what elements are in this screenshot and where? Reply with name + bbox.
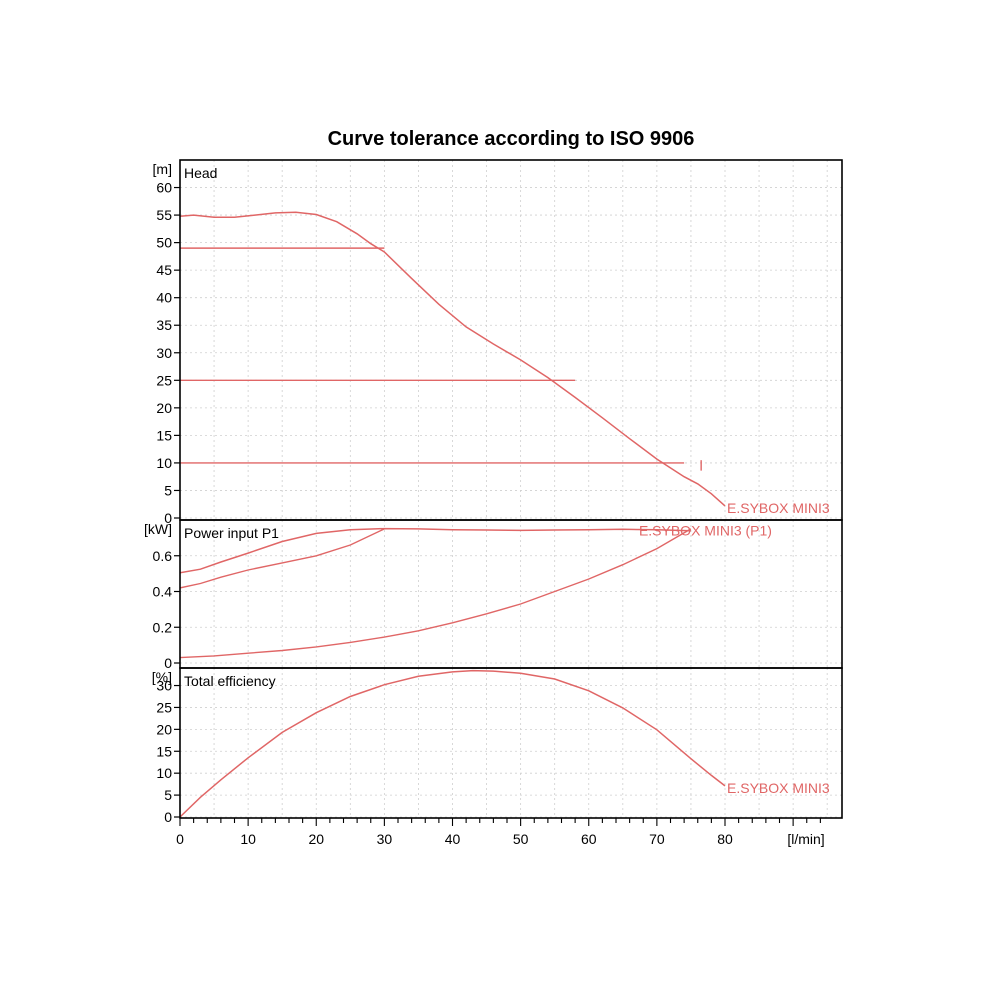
head-y-tick-label: 60 — [156, 180, 172, 196]
label-layer: Head E.SYBOX MINI3 Power input P1 E.SYBOX M… — [184, 165, 830, 796]
head-series-line — [180, 211, 726, 507]
x-tick-label: 40 — [445, 831, 461, 847]
efficiency-series-label: E.SYBOX MINI3 — [727, 780, 830, 796]
head-y-tick-label: 50 — [156, 235, 172, 251]
chart-title: Curve tolerance according to ISO 9906 — [327, 128, 695, 150]
head-y-tick-label: 30 — [156, 345, 172, 361]
x-tick-label: 80 — [717, 831, 733, 847]
power-y-tick-label: 0.6 — [153, 548, 173, 564]
efficiency-y-tick-label: 5 — [164, 787, 172, 803]
x-tick-label: 20 — [308, 831, 324, 847]
head-panel-label: Head — [184, 165, 217, 181]
x-tick-label: 60 — [581, 831, 597, 847]
head-y-tick-label: 40 — [156, 290, 172, 306]
power-tolerance-curve — [180, 528, 692, 659]
head-y-tick-label: 45 — [156, 262, 172, 278]
axis-layer: 051015202530354045505560[m]00.20.40.6[kW… — [144, 161, 825, 847]
head-series-label: E.SYBOX MINI3 — [727, 500, 830, 516]
curve-layer — [180, 211, 726, 818]
power-y-unit: [kW] — [144, 521, 172, 537]
efficiency-curves — [180, 669, 726, 818]
head-frame — [179, 159, 843, 521]
head-y-tick-label: 25 — [156, 372, 172, 388]
power-curves — [180, 527, 692, 659]
x-tick-label: 10 — [240, 831, 256, 847]
head-y-tick-label: 20 — [156, 400, 172, 416]
efficiency-y-tick-label: 10 — [156, 765, 172, 781]
efficiency-y-tick-label: 20 — [156, 721, 172, 737]
power-y-tick-label: 0.2 — [153, 619, 173, 635]
grid-layer — [179, 160, 842, 818]
efficiency-y-tick-label: 30 — [156, 678, 172, 694]
x-tick-label: 0 — [176, 831, 184, 847]
head-y-tick-label: 55 — [156, 207, 172, 223]
x-tick-label: 30 — [377, 831, 393, 847]
efficiency-y-unit: [%] — [152, 669, 172, 685]
head-y-tick-label: 15 — [156, 427, 172, 443]
x-tick-label: 50 — [513, 831, 529, 847]
head-y-tick-label: 0 — [164, 510, 172, 526]
frame-layer — [179, 159, 843, 819]
power-series-line — [180, 527, 691, 574]
power-panel-label: Power input P1 — [184, 525, 279, 541]
power-y-tick-label: 0.4 — [153, 584, 173, 600]
x-tick-label: 70 — [649, 831, 665, 847]
power-y-tick-label: 0 — [164, 655, 172, 671]
efficiency-series-line — [180, 669, 726, 818]
efficiency-y-tick-label: 0 — [164, 809, 172, 825]
efficiency-frame — [179, 667, 843, 819]
power-series-label: E.SYBOX MINI3 (P1) — [639, 523, 772, 539]
head-y-tick-label: 10 — [156, 455, 172, 471]
efficiency-panel-label: Total efficiency — [184, 673, 276, 689]
head-y-unit: [m] — [153, 161, 172, 177]
head-y-tick-label: 5 — [164, 482, 172, 498]
head-curves — [180, 211, 726, 507]
efficiency-y-tick-label: 25 — [156, 699, 172, 715]
power-tolerance-curve — [180, 528, 385, 589]
x-unit-label: [l/min] — [787, 831, 824, 847]
efficiency-y-tick-label: 15 — [156, 743, 172, 759]
head-y-tick-label: 35 — [156, 317, 172, 333]
